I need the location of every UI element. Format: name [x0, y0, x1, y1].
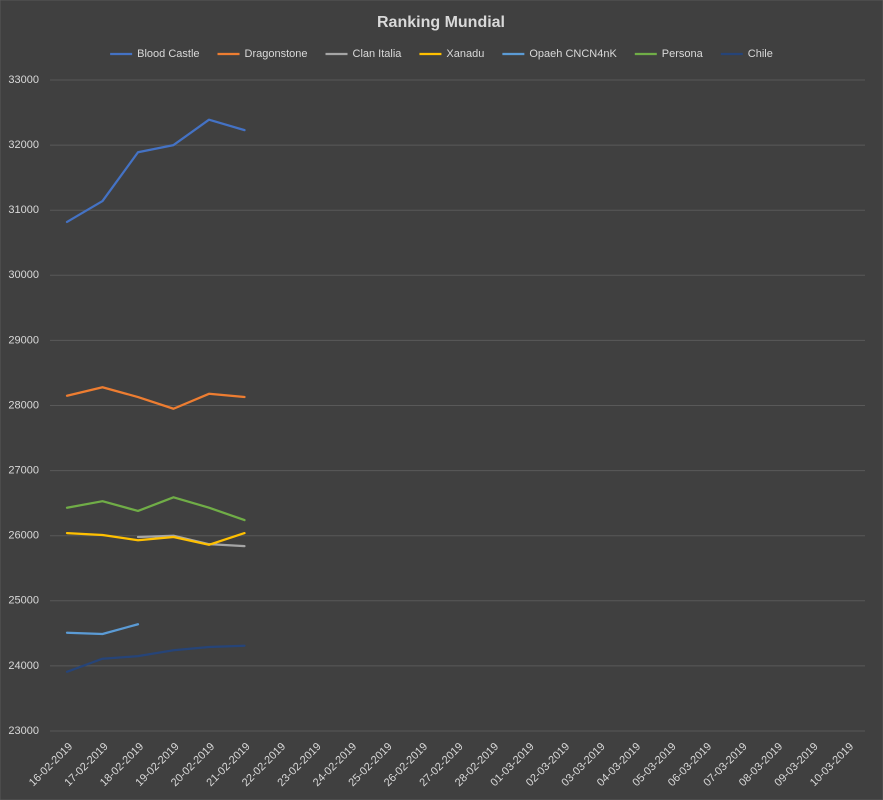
y-tick-label: 29000 — [8, 334, 39, 346]
legend-item: Xanadu — [419, 48, 484, 60]
y-tick-label: 24000 — [8, 660, 39, 672]
legend-item: Dragonstone — [217, 48, 308, 60]
series-line — [65, 386, 246, 410]
y-tick-label: 23000 — [8, 725, 39, 737]
y-tick-label: 31000 — [8, 204, 39, 216]
y-tick-label: 32000 — [8, 139, 39, 151]
legend-item: Chile — [720, 48, 773, 60]
legend-label: Dragonstone — [245, 48, 308, 60]
chart-title: Ranking Mundial — [377, 14, 505, 31]
legend-item: Opaeh CNCN4nK — [502, 48, 617, 60]
legend-item: Persona — [634, 48, 704, 60]
legend: Blood Castle Dragonstone Clan Italia Xanadu… — [110, 48, 773, 60]
legend-label: Blood Castle — [137, 48, 199, 60]
series-line — [65, 644, 246, 673]
legend-item: Blood Castle — [110, 48, 200, 60]
y-tick-label: 33000 — [8, 74, 39, 86]
y-tick-label: 25000 — [8, 595, 39, 607]
legend-label: Chile — [748, 48, 773, 60]
y-tick-label: 30000 — [8, 269, 39, 281]
y-tick-label: 28000 — [8, 399, 39, 411]
legend-label: Clan Italia — [353, 48, 403, 60]
series-line — [65, 623, 140, 636]
series-line — [65, 531, 246, 546]
legend-label: Opaeh CNCN4nK — [529, 48, 617, 60]
legend-item: Clan Italia — [325, 48, 403, 60]
legend-label: Xanadu — [446, 48, 484, 60]
legend-label: Persona — [662, 48, 704, 60]
y-tick-label: 26000 — [8, 530, 39, 542]
series-line — [65, 118, 246, 224]
y-tick-label: 27000 — [8, 465, 39, 477]
series-line — [65, 496, 246, 522]
